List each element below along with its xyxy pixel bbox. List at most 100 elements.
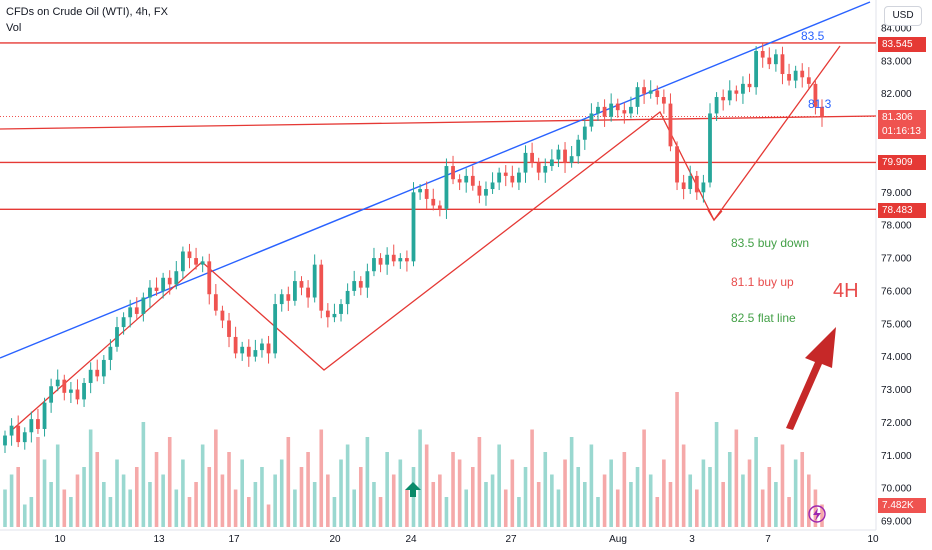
timeframe-label: 4H: [833, 280, 859, 302]
candle-body: [517, 172, 521, 183]
volume-bar: [187, 497, 192, 527]
candle-body: [642, 87, 647, 94]
candle-body: [246, 346, 251, 357]
volume-bar: [194, 482, 198, 527]
zigzag-pattern-line: [11, 45, 841, 431]
volume-bar: [3, 489, 7, 527]
volume-bar: [299, 467, 304, 527]
volume-bar: [319, 429, 324, 527]
volume-bar: [767, 467, 772, 527]
volume-bar: [550, 474, 554, 527]
volume-bar: [662, 459, 666, 527]
volume-bar: [754, 437, 758, 527]
candle-body: [431, 198, 436, 206]
y-tick-label: 78.000: [881, 221, 912, 232]
candle-body: [82, 382, 86, 400]
candle-body: [101, 359, 106, 377]
candle-body: [3, 435, 7, 446]
candle-body: [424, 189, 429, 199]
candle-body: [681, 182, 686, 190]
candle-body: [108, 346, 113, 360]
volume-bar: [708, 467, 712, 527]
candle-body: [747, 83, 752, 88]
volume-bar: [780, 444, 785, 527]
volume-bar: [675, 392, 679, 527]
candle-body: [200, 261, 205, 265]
volume-bar: [312, 482, 317, 527]
candle-body: [233, 336, 238, 354]
x-tick-label: 10: [54, 534, 66, 545]
volume-bar: [635, 467, 640, 527]
candle-body: [727, 90, 732, 101]
candle-body: [167, 277, 172, 285]
note-buy-down: 83.5 buy down: [731, 236, 810, 250]
volume-bar: [75, 474, 80, 527]
y-tick-label: 72.000: [881, 418, 912, 429]
candle-body: [29, 419, 34, 433]
candle-body: [88, 369, 93, 383]
candle-body: [648, 90, 653, 94]
volume-bar: [55, 444, 60, 527]
volume-bar: [695, 489, 699, 527]
volume-bar: [563, 459, 567, 527]
volume-bar: [115, 459, 119, 527]
volume-bar: [49, 482, 53, 527]
volume-bar: [16, 467, 20, 527]
y-tick-label: 83.000: [881, 56, 912, 67]
zigzag-arrowhead: [707, 209, 723, 222]
candle-body: [115, 327, 119, 347]
candle-body: [148, 287, 152, 298]
candle-body: [760, 51, 765, 58]
volume-bar: [214, 429, 218, 527]
candle-body: [655, 90, 660, 98]
volume-bar: [431, 482, 436, 527]
candle-body: [563, 149, 567, 163]
candle-body: [398, 258, 403, 262]
volume-bar: [444, 497, 449, 527]
currency-selector[interactable]: USD: [884, 6, 922, 26]
candle-body: [194, 258, 198, 265]
volume-bar: [615, 489, 620, 527]
candle-body: [484, 189, 488, 196]
candle-body: [55, 379, 60, 387]
volume-bar: [741, 474, 745, 527]
volume-bar: [102, 482, 106, 527]
candle-body: [385, 254, 390, 265]
candle-body: [490, 182, 495, 190]
candle-body: [16, 425, 21, 443]
volume-bar: [62, 489, 67, 527]
volume-bar: [148, 482, 152, 527]
candle-body: [187, 251, 192, 259]
volume-bar: [418, 429, 422, 527]
candle-body: [227, 320, 231, 337]
candle-body: [780, 54, 785, 75]
candle-body: [675, 146, 679, 183]
y-tick-label: 77.000: [881, 254, 912, 265]
volume-bar: [530, 429, 534, 527]
level-badge-top: 83.545: [878, 37, 926, 52]
volume-bar: [714, 422, 719, 527]
volume-bar: [121, 474, 126, 527]
candle-body: [372, 258, 376, 272]
candle-body: [589, 113, 594, 127]
volume-bar: [372, 482, 376, 527]
volume-bar: [464, 489, 469, 527]
volume-bar: [207, 467, 212, 527]
volume-bar: [760, 489, 765, 527]
volume-bar: [807, 474, 811, 527]
volume-bar: [378, 497, 383, 527]
lightning-bolt-icon: [813, 508, 821, 521]
x-tick-label: 10: [867, 534, 879, 545]
volume-bar: [167, 437, 172, 527]
volume-bar: [800, 452, 805, 527]
x-tick-label: 3: [689, 534, 695, 545]
level-badge-low: 78.483: [878, 203, 926, 218]
volume-bar: [701, 459, 706, 527]
volume-bar: [405, 489, 409, 527]
volume-bar: [517, 497, 521, 527]
candle-body: [694, 175, 699, 193]
volume-badge: 7.482K: [878, 498, 926, 513]
candle-body: [556, 149, 561, 160]
volume-bar: [642, 429, 646, 527]
